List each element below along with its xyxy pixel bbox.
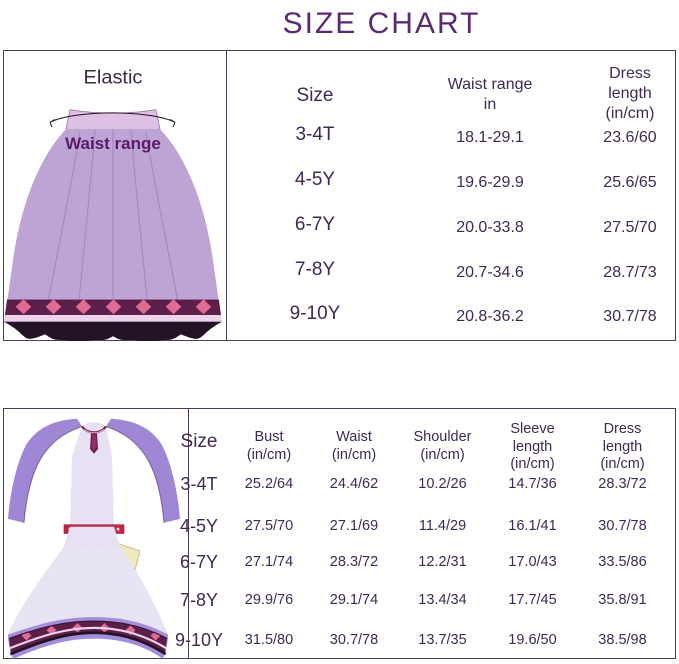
svg-text:Waist range: Waist range: [65, 135, 161, 154]
svg-text:Elastic: Elastic: [84, 67, 143, 89]
